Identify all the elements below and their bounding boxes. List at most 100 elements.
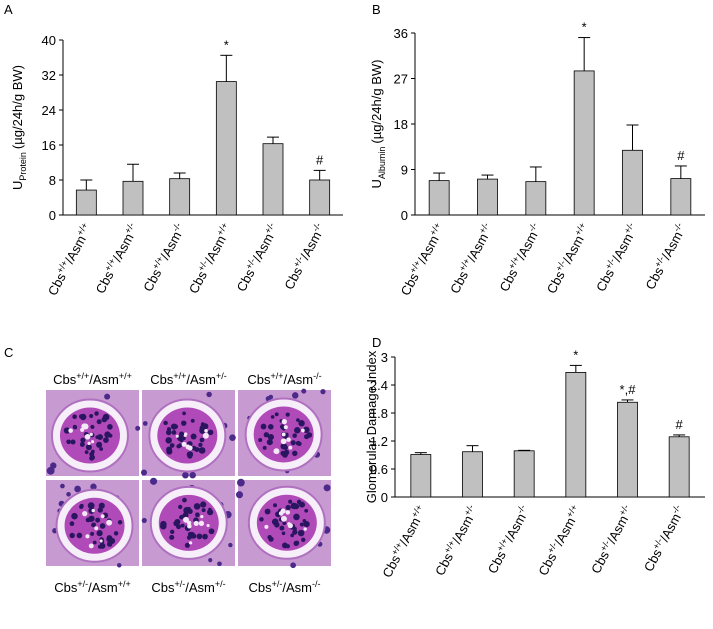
capillary-lumen xyxy=(189,541,193,545)
y-axis-label: UProtein (µg/24h/g BW) xyxy=(10,65,28,190)
x-tick-label: Cbs+/-/Asm+/+ xyxy=(543,221,593,296)
glomerular-nucleus xyxy=(190,433,197,440)
glomerular-nucleus xyxy=(179,515,184,520)
glomerular-nucleus xyxy=(90,531,95,536)
capillary-lumen xyxy=(82,423,89,430)
glomerular-nucleus xyxy=(195,512,200,518)
capillary-lumen xyxy=(187,523,192,529)
glomerular-nucleus xyxy=(296,499,302,505)
glomerular-nucleus xyxy=(80,442,85,447)
bar xyxy=(410,454,432,498)
glomerular-nucleus xyxy=(285,412,290,417)
glomerular-nucleus xyxy=(202,533,208,540)
capillary-lumen xyxy=(106,519,113,526)
glomerular-nucleus xyxy=(193,503,201,510)
cell-nucleus xyxy=(135,425,141,431)
y-tick-label: 9 xyxy=(401,163,408,178)
glomerular-nucleus xyxy=(290,533,295,538)
x-tick-label: Cbs+/+/Asm+/- xyxy=(431,503,481,578)
glomerular-nucleus xyxy=(66,439,72,445)
micrograph-label: Cbs+/+/Asm+/- xyxy=(150,371,227,387)
y-label-unit: (µg/24h/g BW) xyxy=(369,60,384,144)
glomerular-nucleus xyxy=(79,413,87,421)
glomerular-nucleus xyxy=(268,536,274,542)
glomerular-nucleus xyxy=(180,523,185,528)
glomerular-nucleus xyxy=(302,519,307,523)
cell-nucleus xyxy=(208,558,213,563)
bar xyxy=(75,189,97,216)
glomerular-nucleus xyxy=(274,412,279,417)
y-tick-label: 0 xyxy=(401,208,408,223)
glomerular-nucleus xyxy=(271,518,279,526)
cell-nucleus xyxy=(206,391,212,398)
glomerular-nucleus xyxy=(101,416,108,423)
glomerular-nucleus xyxy=(294,427,301,434)
significance-label: * xyxy=(573,347,578,362)
glomerular-nucleus xyxy=(99,523,106,529)
x-tick-label: Cbs+/+/Asm-/- xyxy=(495,221,544,294)
significance-label: # xyxy=(676,417,684,432)
glomerular-nucleus xyxy=(198,442,203,448)
cell-nucleus xyxy=(228,542,233,548)
glomerular-nucleus xyxy=(283,449,290,456)
capillary-lumen xyxy=(89,432,93,436)
glomerular-nucleus xyxy=(89,414,94,419)
capillary-lumen xyxy=(200,514,204,519)
micrograph-panel xyxy=(46,388,331,569)
cell-nucleus xyxy=(149,477,158,485)
capillary-lumen xyxy=(184,432,188,436)
y-axis-label: Glomerular Damage Index xyxy=(364,350,379,503)
glomerular-nucleus xyxy=(169,443,175,448)
y-tick-label: 32 xyxy=(42,68,56,83)
capillary-lumen xyxy=(91,440,95,444)
glomerular-nucleus xyxy=(181,420,187,426)
micrograph-label: Cbs+/+/Asm+/+ xyxy=(53,371,132,387)
glomerular-nucleus xyxy=(293,540,299,547)
glomerular-nucleus xyxy=(303,426,310,434)
glomerular-nucleus xyxy=(190,418,195,423)
capillary-lumen xyxy=(85,534,90,539)
cell-nucleus xyxy=(90,483,97,490)
bar xyxy=(617,401,638,498)
bar xyxy=(309,179,331,216)
bar xyxy=(169,178,191,216)
glomerular-nucleus xyxy=(264,508,271,515)
x-tick-label: Cbs+/+/Asm-/- xyxy=(139,221,188,294)
y-label-main: Glomerular Damage Index xyxy=(364,350,379,503)
glomerular-nucleus xyxy=(290,440,296,446)
cell-nucleus xyxy=(117,563,122,568)
significance-label: # xyxy=(316,152,324,167)
glomerular-nucleus xyxy=(263,432,270,438)
glomerular-nucleus xyxy=(297,529,305,537)
y-tick-label: 2.4 xyxy=(370,378,388,393)
glomerular-nucleus xyxy=(70,439,76,445)
cell-nucleus xyxy=(104,393,111,400)
y-tick-label: 0 xyxy=(381,490,388,505)
glomerular-nucleus xyxy=(72,424,77,429)
glomerular-nucleus xyxy=(198,447,206,454)
bar xyxy=(622,149,643,216)
glomerular-nucleus xyxy=(292,433,297,438)
glomerular-nucleus xyxy=(267,434,274,441)
capillary-lumen xyxy=(301,428,305,433)
glomerular-nucleus xyxy=(292,526,297,531)
cell-nucleus xyxy=(235,491,244,499)
capillary-lumen xyxy=(175,434,179,438)
glomerular-nucleus xyxy=(96,419,102,425)
glomerular-nucleus xyxy=(182,411,186,416)
x-tick-label: Cbs+/-/Asm-/- xyxy=(640,503,688,574)
micrograph-label: Cbs+/-/Asm-/- xyxy=(248,579,320,595)
glomerular-nucleus xyxy=(279,525,285,531)
glomerular-nucleus xyxy=(301,537,306,542)
glomerular-nucleus xyxy=(90,455,96,460)
y-label-main: U xyxy=(10,181,25,190)
glomerular-nucleus xyxy=(304,508,309,513)
glomerular-nucleus xyxy=(98,502,105,509)
bar xyxy=(670,178,692,216)
glomerular-nucleus xyxy=(293,503,300,510)
glomerular-nucleus xyxy=(103,437,109,444)
glomerular-nucleus xyxy=(298,420,305,427)
x-tick-label: Cbs+/+/Asm+/+ xyxy=(44,221,95,298)
x-tick-label: Cbs+/+/Asm+/+ xyxy=(397,221,448,298)
